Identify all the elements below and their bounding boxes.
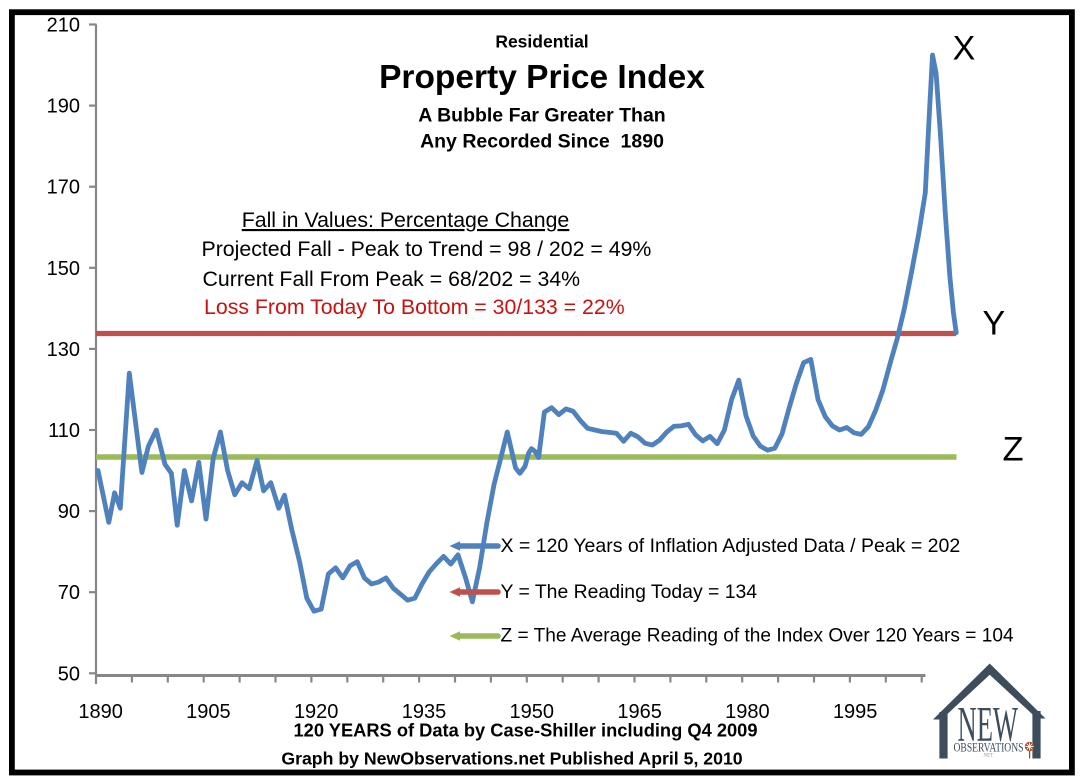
svg-text:1935: 1935 — [402, 701, 447, 723]
svg-text:190: 190 — [47, 96, 80, 118]
svg-text:Projected Fall - Peak to Trend: Projected Fall - Peak to Trend = 98 / 20… — [202, 237, 652, 261]
svg-text:130: 130 — [47, 339, 80, 361]
svg-text:Any Recorded Since 1890: Any Recorded Since 1890 — [420, 131, 664, 153]
svg-text:Graph by NewObservations.net P: Graph by NewObservations.net Published A… — [281, 749, 742, 769]
svg-text:170: 170 — [47, 177, 80, 199]
svg-text:.NET: .NET — [982, 754, 993, 759]
svg-text:X: X — [953, 30, 976, 68]
svg-text:Property Price Index: Property Price Index — [379, 59, 705, 96]
svg-text:Z = The Average Reading of the: Z = The Average Reading of the Index Ove… — [501, 626, 1014, 647]
svg-text:Fall in Values: Percentage Cha: Fall in Values: Percentage Change — [242, 208, 570, 232]
svg-text:Y: Y — [982, 305, 1005, 343]
svg-text:Y = The Reading Today = 134: Y = The Reading Today = 134 — [501, 581, 758, 603]
svg-text:120 YEARS of Data by Case-Shil: 120 YEARS of Data by Case-Shiller includ… — [294, 720, 758, 741]
svg-text:Loss From Today To Bottom = 30: Loss From Today To Bottom = 30/133 = 22% — [204, 295, 625, 319]
svg-text:1965: 1965 — [617, 701, 662, 723]
svg-text:90: 90 — [58, 501, 80, 523]
svg-text:Current Fall From Peak = 68/20: Current Fall From Peak = 68/202 = 34% — [203, 267, 581, 291]
svg-text:1905: 1905 — [186, 701, 231, 723]
svg-text:150: 150 — [47, 258, 80, 280]
svg-text:Z: Z — [1002, 431, 1023, 469]
svg-text:1980: 1980 — [725, 701, 770, 723]
svg-text:110: 110 — [48, 420, 80, 442]
svg-text:1920: 1920 — [294, 701, 339, 723]
svg-text:NEW: NEW — [958, 696, 1019, 752]
svg-text:X = 120 Years of Inflation Adj: X = 120 Years of Inflation Adjusted Data… — [501, 535, 961, 557]
svg-text:A Bubble Far Greater Than: A Bubble Far Greater Than — [418, 105, 665, 127]
svg-text:1995: 1995 — [833, 701, 878, 723]
svg-text:1950: 1950 — [510, 701, 555, 723]
svg-text:OBSERVATIONS: OBSERVATIONS — [954, 740, 1024, 755]
svg-text:50: 50 — [58, 663, 80, 685]
svg-text:Residential: Residential — [495, 32, 588, 52]
svg-text:70: 70 — [58, 582, 80, 604]
svg-text:210: 210 — [47, 15, 80, 37]
svg-text:1890: 1890 — [78, 701, 123, 723]
